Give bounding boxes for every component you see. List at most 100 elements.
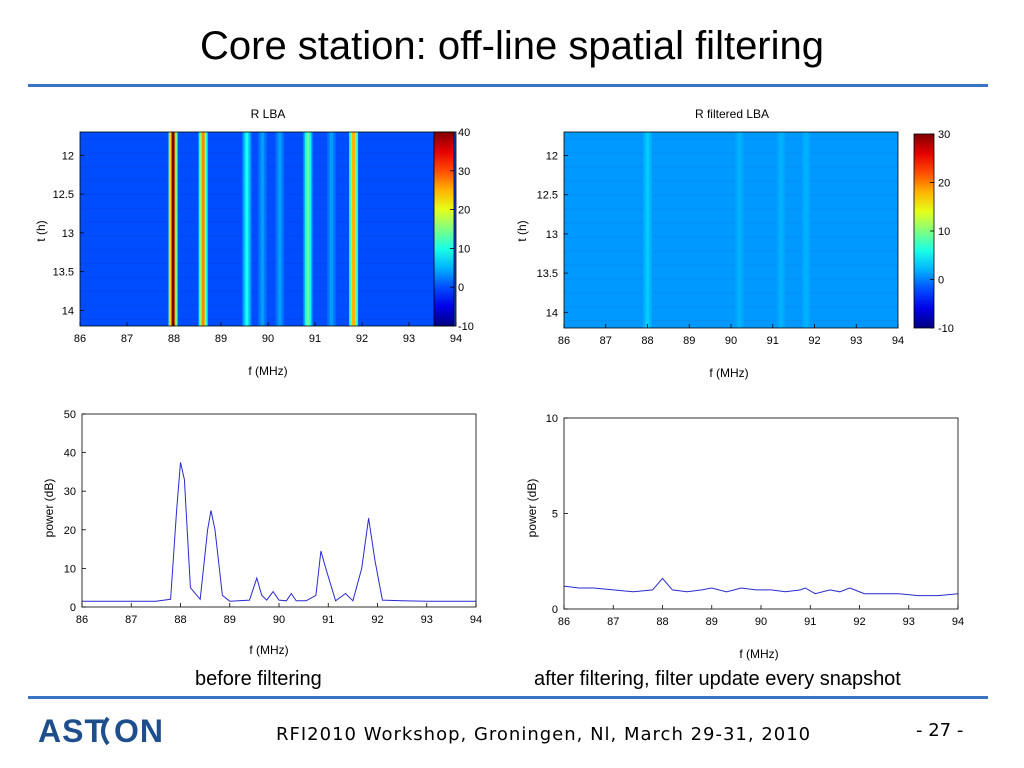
heatmap-after-chart: R filtered LBA 30 20 10 0 -10 86 87 88 89 90 91 92… — [515, 107, 954, 380]
y-tick-label: 13 — [62, 228, 74, 240]
x-tick-label: 90 — [273, 614, 285, 626]
x-tick-label: 88 — [656, 616, 668, 628]
colorbar-tick-label: 20 — [938, 178, 950, 190]
heatmap-before-chart: R LBA 40 30 20 10 0 -10 86 87 88 89 90 91 92 93 94 12… — [34, 107, 474, 378]
title-rule — [28, 84, 988, 87]
x-axis-ticks: 86 87 88 89 90 91 92 93 94 — [74, 322, 462, 345]
x-tick-label: 94 — [952, 616, 964, 628]
slide-title: Core station: off-line spatial filtering — [199, 24, 825, 68]
x-tick-label: 86 — [558, 616, 570, 628]
plot-frame — [563, 417, 959, 610]
svg-text:ON: ON — [114, 713, 164, 749]
y-tick-label: 0 — [70, 602, 76, 614]
line-plot-area — [82, 462, 476, 602]
x-tick-label: 88 — [641, 335, 653, 347]
colorbar-tick-label: 10 — [458, 243, 470, 255]
colorbar-gradient — [433, 131, 455, 327]
heatmap-plot-area — [564, 132, 898, 328]
x-tick-label: 87 — [125, 614, 137, 626]
y-axis-ticks: 12 12.5 13 13.5 14 — [537, 151, 568, 319]
heatmap-band — [804, 132, 808, 328]
heatmap-band — [329, 132, 333, 326]
colorbar-tick-label: -10 — [458, 321, 474, 333]
x-tick-label: 88 — [174, 614, 186, 626]
x-tick-label: 94 — [450, 333, 462, 345]
x-tick-label: 89 — [683, 335, 695, 347]
x-tick-label: 90 — [725, 335, 737, 347]
colorbar-tick-label: 10 — [938, 226, 950, 238]
x-tick-label: 89 — [215, 333, 227, 345]
x-tick-label: 86 — [558, 335, 570, 347]
x-tick-label: 92 — [371, 614, 383, 626]
page-number: - 27 - — [916, 720, 964, 741]
colorbar-tick-label: 0 — [938, 275, 944, 287]
x-tick-label: 86 — [74, 333, 86, 345]
x-tick-label: 90 — [262, 333, 274, 345]
heatmap-band — [737, 132, 741, 328]
y-axis-ticks: 0 5 10 — [546, 413, 568, 616]
x-axis-label: f (MHz) — [709, 366, 748, 380]
colorbar-tick-label: 30 — [938, 129, 950, 141]
y-tick-label: 12.5 — [537, 190, 558, 202]
x-axis-ticks: 86 87 88 89 90 91 92 93 94 — [76, 603, 482, 626]
power-before-chart: 86 87 88 89 90 91 92 93 94 0 10 20 30 40 50 f (MHz) p… — [42, 409, 482, 657]
y-tick-label: 5 — [552, 509, 558, 521]
y-axis-label: t (h) — [34, 220, 48, 241]
caption-before: before filtering — [195, 668, 322, 690]
x-axis-ticks: 86 87 88 89 90 91 92 93 94 — [558, 605, 964, 628]
x-tick-label: 91 — [322, 614, 334, 626]
power-after-chart: 86 87 88 89 90 91 92 93 94 0 5 10 f (MHz) power (d… — [525, 413, 964, 661]
heatmap-band — [352, 132, 356, 326]
x-tick-label: 89 — [224, 614, 236, 626]
y-axis-ticks: 12 12.5 13 13.5 14 — [53, 150, 84, 317]
y-tick-label: 14 — [62, 305, 74, 317]
heatmap-band — [201, 132, 205, 326]
plot-frame — [79, 131, 457, 327]
x-tick-label: 87 — [121, 333, 133, 345]
x-tick-label: 92 — [356, 333, 368, 345]
heatmap-band — [171, 132, 175, 326]
y-tick-label: 40 — [64, 448, 76, 460]
x-tick-label: 91 — [804, 616, 816, 628]
caption-after: after filtering, filter update every sna… — [534, 668, 901, 690]
x-tick-label: 93 — [903, 616, 915, 628]
x-tick-label: 91 — [767, 335, 779, 347]
x-tick-label: 89 — [706, 616, 718, 628]
heatmap-band — [260, 132, 264, 326]
y-tick-label: 50 — [64, 409, 76, 421]
x-axis-label: f (MHz) — [249, 643, 288, 657]
x-tick-label: 94 — [470, 614, 482, 626]
y-tick-label: 13 — [546, 229, 558, 241]
x-tick-label: 87 — [600, 335, 612, 347]
heatmap-band — [779, 132, 783, 328]
footer-rule — [28, 696, 988, 699]
y-tick-label: 30 — [64, 486, 76, 498]
x-axis-label: f (MHz) — [739, 647, 778, 661]
x-tick-label: 94 — [892, 335, 904, 347]
colorbar-tick-label: 20 — [458, 205, 470, 217]
y-tick-label: 14 — [546, 307, 558, 319]
y-tick-label: 12.5 — [53, 189, 74, 201]
y-axis-label: power (dB) — [525, 479, 539, 538]
y-axis-label: t (h) — [515, 220, 529, 241]
y-tick-label: 13.5 — [537, 268, 558, 280]
x-tick-label: 92 — [853, 616, 865, 628]
heatmap-band — [278, 132, 282, 326]
y-tick-label: 12 — [62, 150, 74, 162]
x-tick-label: 87 — [607, 616, 619, 628]
x-tick-label: 86 — [76, 614, 88, 626]
chart-title: R LBA — [251, 107, 286, 121]
line-plot-area — [563, 577, 959, 597]
heatmap-band — [245, 132, 249, 326]
heatmap-plot-area — [80, 132, 456, 326]
y-tick-label: 13.5 — [53, 267, 74, 279]
series-line — [563, 577, 959, 597]
x-tick-label: 92 — [808, 335, 820, 347]
x-tick-label: 91 — [309, 333, 321, 345]
colorbar-tick-label: 40 — [458, 127, 470, 139]
astron-logo: AST ON — [38, 713, 164, 749]
x-tick-label: 93 — [421, 614, 433, 626]
heatmap-background — [80, 132, 456, 326]
colorbar-tick-label: 0 — [458, 282, 464, 294]
y-tick-label: 12 — [546, 151, 558, 163]
